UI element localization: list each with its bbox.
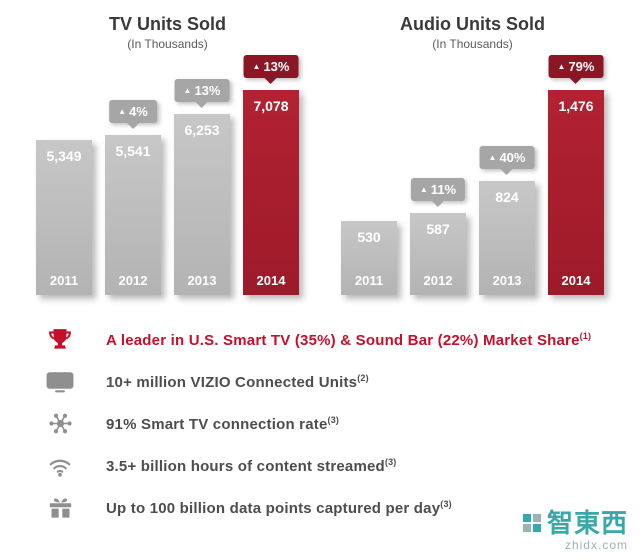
pct-change-badge: ▲ 13% [243, 55, 299, 84]
fact-text: 10+ million VIZIO Connected Units(2) [106, 373, 369, 391]
bar-value-label: 530 [357, 229, 381, 245]
up-arrow-icon: ▲ [118, 107, 127, 116]
up-arrow-icon: ▲ [488, 153, 497, 162]
footnote-marker: (3) [384, 456, 397, 467]
bar-column: 7,078 2014 ▲ 13% [243, 55, 299, 295]
pct-change-badge: ▲ 13% [174, 79, 230, 108]
pct-change-badge: ▲ 4% [109, 100, 157, 129]
bar: 530 2011 [341, 221, 397, 295]
audio-units-chart: Audio Units Sold (In Thousands) 530 2011 5… [330, 14, 615, 295]
fact-label: A leader in U.S. Smart TV (35%) & Sound … [106, 331, 580, 349]
bar: 5,541 2012 [105, 135, 161, 295]
tv-icon [38, 371, 82, 393]
fact-text: 3.5+ billion hours of content streamed(3… [106, 457, 397, 475]
chart-title: TV Units Sold [109, 14, 226, 34]
bar-highlight: 1,476 2014 [548, 90, 604, 295]
bar-year-label: 2014 [561, 273, 591, 288]
grid-logo-icon [522, 513, 542, 533]
up-arrow-icon: ▲ [252, 62, 261, 71]
bar-column: 587 2012 ▲ 11% [410, 178, 466, 295]
footnote-marker: (3) [440, 498, 452, 509]
fact-label: 10+ million VIZIO Connected Units [106, 373, 358, 391]
bar: 5,349 2011 [36, 140, 92, 295]
bar-column: 1,476 2014 ▲ 79% [548, 55, 604, 295]
tv-units-chart: TV Units Sold (In Thousands) 5,349 2011 5,… [25, 14, 310, 295]
watermark-brand: 智東西 [546, 508, 628, 538]
bar-column: 6,253 2013 ▲ 13% [174, 79, 230, 295]
bar: 824 2013 [479, 181, 535, 295]
fact-row-content-streamed: 3.5+ billion hours of content streamed(3… [38, 451, 640, 480]
wifi-icon [38, 454, 82, 478]
bars-area: 5,349 2011 5,541 2012 ▲ 4% 6,253 2013 ▲ 13% 7,078 2… [25, 55, 310, 295]
fact-label: 91% Smart TV connection rate [106, 415, 328, 433]
bar-value-label: 824 [495, 189, 519, 205]
bar-column: 5,541 2012 ▲ 4% [105, 100, 161, 295]
fact-row-data-points: Up to 100 billion data points captured p… [38, 493, 640, 522]
up-arrow-icon: ▲ [183, 86, 192, 95]
bar-year-label: 2011 [49, 273, 79, 288]
fact-text: 91% Smart TV connection rate(3) [106, 415, 339, 433]
chart-subtitle: (In Thousands) [127, 37, 208, 51]
bar-year-label: 2011 [354, 273, 384, 288]
bar-value-label: 1,476 [558, 98, 594, 114]
fact-label: 3.5+ billion hours of content streamed [106, 457, 385, 475]
bar-value-label: 6,253 [184, 122, 220, 138]
fact-row-connected-units: 10+ million VIZIO Connected Units(2) [38, 367, 640, 396]
fact-row-connection-rate: 91% Smart TV connection rate(3) [38, 409, 640, 438]
fact-label: Up to 100 billion data points captured p… [106, 499, 441, 517]
bar-highlight: 7,078 2014 [243, 90, 299, 295]
charts-row: TV Units Sold (In Thousands) 5,349 2011 5,… [25, 14, 615, 295]
bar-year-label: 2012 [118, 273, 148, 288]
gift-icon [38, 494, 82, 521]
bar-value-label: 5,349 [46, 148, 82, 164]
trophy-icon [38, 326, 82, 354]
footnote-marker: (3) [327, 414, 340, 425]
bar-value-label: 587 [426, 221, 450, 237]
pct-change-badge: ▲ 40% [479, 146, 535, 175]
pct-change-badge: ▲ 79% [548, 55, 604, 84]
network-icon [38, 410, 82, 437]
bar: 6,253 2013 [174, 114, 230, 295]
bar-year-label: 2013 [187, 273, 217, 288]
bar-column: 5,349 2011 [36, 140, 92, 295]
bar-value-label: 7,078 [253, 98, 289, 114]
fact-text: Up to 100 billion data points captured p… [106, 499, 452, 517]
bar-column: 824 2013 ▲ 40% [479, 146, 535, 295]
watermark-domain: zhidx.com [564, 538, 628, 552]
bar-column: 530 2011 [341, 221, 397, 295]
watermark-logo: 智東西 [522, 510, 628, 536]
bar-year-label: 2012 [423, 273, 453, 288]
facts-list: A leader in U.S. Smart TV (35%) & Sound … [38, 325, 640, 522]
bar: 587 2012 [410, 213, 466, 295]
up-arrow-icon: ▲ [419, 185, 428, 194]
bars-area: 530 2011 587 2012 ▲ 11% 824 2013 ▲ 40% 1,476 2014 ▲ 7… [330, 55, 615, 295]
watermark: 智東西 zhidx.com [522, 510, 628, 552]
footnote-marker: (1) [579, 330, 592, 341]
bar-year-label: 2013 [492, 273, 522, 288]
fact-text: A leader in U.S. Smart TV (35%) & Sound … [106, 331, 591, 349]
chart-subtitle: (In Thousands) [432, 37, 513, 51]
pct-change-badge: ▲ 11% [410, 178, 466, 207]
footnote-marker: (2) [357, 372, 369, 383]
up-arrow-icon: ▲ [557, 62, 566, 71]
bar-value-label: 5,541 [115, 143, 151, 159]
chart-title: Audio Units Sold [400, 14, 545, 34]
fact-row-market-share: A leader in U.S. Smart TV (35%) & Sound … [38, 325, 640, 354]
bar-year-label: 2014 [256, 273, 286, 288]
